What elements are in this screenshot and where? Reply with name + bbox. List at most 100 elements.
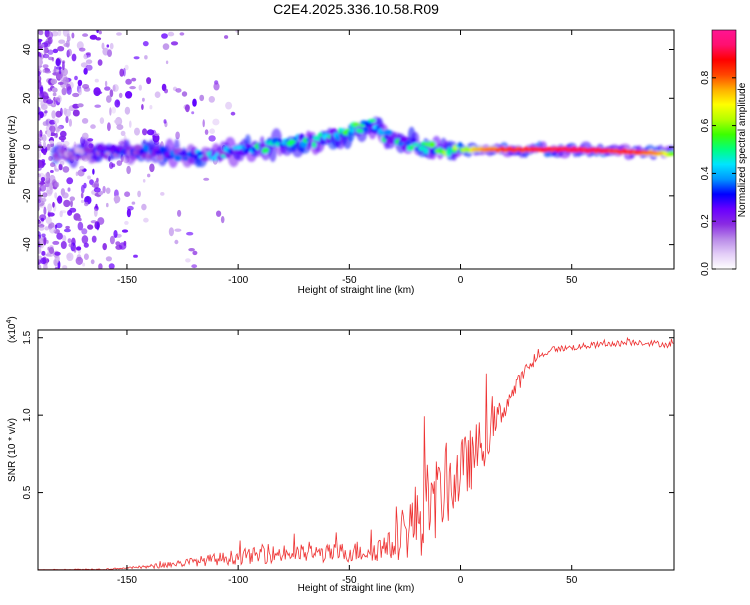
ridge-core [511,148,514,151]
noise-spot [106,44,110,48]
noise-spot [47,49,54,55]
ridge-blob [378,130,386,136]
noise-spot [98,30,102,35]
noise-spot [167,31,175,37]
noise-spot [147,173,151,178]
ridge-core [589,148,592,152]
ridge-core [645,151,647,154]
ridge-core [598,149,601,152]
colorbar-tick-label: 0.2 [700,214,711,228]
ridge-core [605,149,607,152]
noise-spot [93,87,101,97]
noise-spot [149,105,153,110]
noise-spot [58,163,63,171]
noise-spot [43,237,47,246]
ridge-core [509,148,512,151]
noise-spot [96,30,99,33]
noise-spot [62,166,70,173]
x-tick-label: 0 [458,275,464,286]
ridge-blob [100,145,108,151]
noise-spot [126,208,131,218]
noise-spot [38,180,41,184]
ridge-core [607,149,610,153]
ridge-core [560,148,563,151]
noise-spot [52,68,59,74]
noise-spot [83,54,87,59]
x-tick-label: -150 [117,275,137,286]
ridge-core [602,149,605,152]
noise-spot [82,33,89,37]
ridge-blob [183,156,188,161]
noise-spot [63,107,67,115]
noise-spot [83,242,89,248]
ridge-core [507,148,509,151]
noise-spot [142,41,149,47]
ridge-blob [306,138,310,142]
ridge-core [582,148,585,152]
noise-spot [141,203,147,211]
noise-spot [38,159,43,168]
noise-spot [52,240,60,245]
noise-spot [72,109,80,117]
noise-spot [212,118,220,126]
noise-spot [115,241,121,246]
ridge-blob [339,128,345,132]
noise-spot [54,260,58,267]
noise-spot [111,163,116,168]
noise-spot [73,246,77,253]
ridge-core [580,148,583,152]
colorbar-gradient [711,29,737,270]
ridge-blob [288,139,296,144]
noise-spot [79,165,85,170]
noise-spot [40,104,48,110]
ridge-halo [268,143,277,162]
ridge-blob [174,155,182,161]
ridge-blob [182,150,186,154]
noise-spot [133,56,140,60]
noise-spot [53,118,60,124]
noise-spot [134,127,140,136]
ridge-blob [83,147,92,153]
noise-spot [38,85,41,90]
noise-spot [89,179,94,186]
ridge-core [627,150,630,153]
noise-spot [224,35,229,39]
ridge-blob [141,153,147,158]
noise-spot [77,221,84,231]
noise-spot [60,210,67,214]
ridge-core [527,148,529,151]
noise-spot [77,217,82,222]
noise-spot [68,118,72,127]
noise-spot [102,185,106,194]
noise-spot [163,119,167,124]
ridge-core [634,150,636,154]
noise-spot [138,84,142,91]
ridge-blob [281,141,287,145]
ridge-blob [356,129,364,133]
spectrogram-y-ticks: -40 -20 0 20 40 [22,44,674,252]
noise-spot [93,187,101,193]
noise-spot [209,128,215,134]
noise-spot [87,175,91,180]
spectrogram-x-ticks: -150 -100 -50 0 50 [117,30,578,286]
noise-spot [116,160,123,167]
noise-spot [80,199,85,204]
ridge-blob [262,147,269,153]
ridge-core [611,149,614,153]
noise-spot [119,68,124,77]
noise-spot [113,230,118,238]
noise-spot [76,41,84,50]
noise-spot [40,257,47,265]
y-tick-label: 0 [22,144,33,150]
noise-spot [191,264,198,269]
noise-spot [78,88,82,96]
ridge-core [618,149,621,153]
noise-spot [40,176,46,183]
ridge-blob [330,135,334,140]
noise-spot [82,132,89,140]
ridge-blob [147,155,152,159]
noise-spot [42,192,48,198]
noise-spot [69,196,76,201]
noise-spot [62,265,68,269]
noise-spot [174,239,179,245]
